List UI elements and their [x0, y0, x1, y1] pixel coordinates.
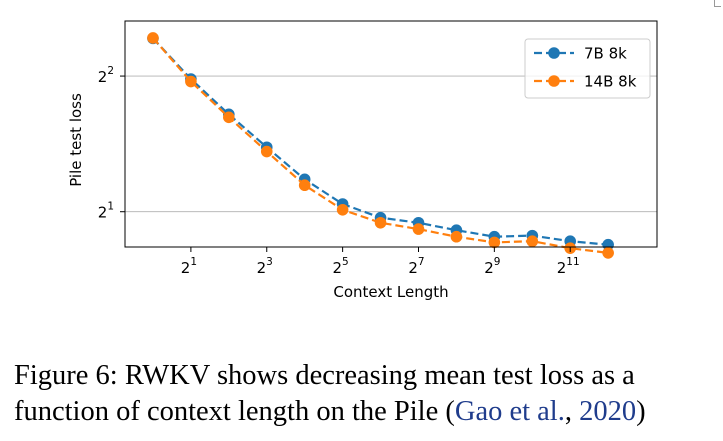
data-point [223, 111, 235, 124]
legend-marker [548, 47, 560, 59]
series-2 [147, 32, 614, 259]
tick-layer: 21 22 21 23 25 27 29 211 [98, 65, 580, 277]
series-layer [147, 32, 614, 259]
x-tick-label: 29 [484, 256, 500, 277]
data-point [147, 32, 159, 44]
x-axis-label: Context Length [333, 283, 448, 301]
data-point [602, 247, 614, 259]
citation-link[interactable]: Gao et al. [454, 396, 565, 427]
y-axis-label: Pile test loss [67, 93, 85, 187]
y-tick-label: 21 [98, 201, 114, 222]
legend: 7B 8k 14B 8k [524, 38, 651, 99]
legend-entry: 14B 8k [534, 73, 637, 91]
x-tick-label: 23 [257, 256, 273, 277]
x-tick-label: 211 [557, 256, 580, 277]
data-point [412, 223, 425, 235]
legend-label: 14B 8k [584, 73, 637, 91]
caption-line-1: Figure 6: RWKV shows decreasing mean tes… [14, 358, 719, 394]
data-point [260, 145, 273, 158]
citation-year-link[interactable]: 2020 [579, 396, 637, 427]
data-point [488, 236, 501, 249]
x-tick-label: 27 [408, 256, 424, 277]
data-point [602, 238, 614, 251]
legend-entry: 7B 8k [534, 45, 627, 63]
x-tick-label: 25 [333, 256, 349, 277]
axes-frame [124, 20, 658, 248]
legend-marker [548, 75, 560, 87]
data-point [298, 179, 311, 192]
figure-caption: Figure 6: RWKV shows decreasing mean tes… [14, 358, 719, 430]
corner-mark [714, 0, 721, 7]
data-point [374, 216, 387, 229]
legend-label: 7B 8k [584, 45, 627, 63]
y-tick-label: 22 [98, 65, 114, 86]
caption-text-1: RWKV shows decreasing mean test loss as … [124, 360, 635, 391]
data-point [450, 230, 463, 243]
caption-line-2: function of context length on the Pile (… [14, 394, 719, 430]
data-point [526, 235, 539, 248]
caption-label: Figure 6: [14, 360, 118, 391]
data-point [336, 203, 349, 216]
data-point [185, 75, 197, 88]
caption-text-2: function of context length on the Pile ( [14, 396, 455, 427]
citation-comma: , [564, 396, 580, 427]
caption-close: ) [636, 396, 646, 427]
x-tick-label: 21 [181, 256, 197, 277]
